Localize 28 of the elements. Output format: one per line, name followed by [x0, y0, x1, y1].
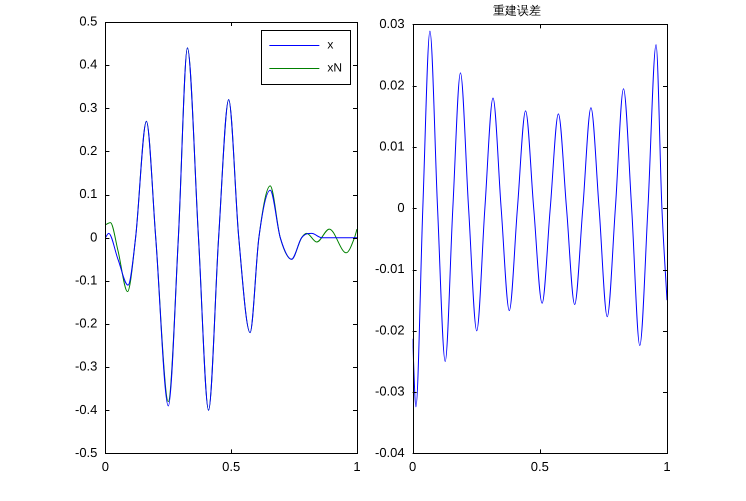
y-tick-label: -0.3 — [74, 358, 98, 374]
y-tick-label: 0.5 — [79, 14, 98, 29]
y-tick-label: 0.4 — [79, 56, 98, 72]
y-tick-label: -0.01 — [374, 261, 405, 276]
y-tick-label: -0.02 — [374, 322, 405, 338]
y-tick-label: -0.5 — [74, 444, 98, 460]
y-tick-label: 0 — [397, 200, 405, 215]
legend-label: xN — [327, 60, 342, 74]
legend-label: x — [327, 37, 334, 52]
y-tick-label: 0.2 — [79, 143, 98, 158]
y-tick-label: 0.3 — [79, 100, 98, 115]
y-tick-label: 0.01 — [379, 138, 405, 154]
y-tick-label: 0.02 — [379, 77, 405, 92]
y-tick-label: -0.4 — [74, 402, 98, 417]
chart-title: 重建误差 — [493, 4, 541, 18]
y-tick-label: -0.03 — [374, 384, 405, 399]
y-tick-label: -0.2 — [74, 316, 98, 331]
y-tick-label: -0.04 — [374, 444, 405, 460]
x-tick-label: 0 — [409, 458, 416, 474]
y-tick-label: 0.03 — [379, 16, 405, 31]
x-tick-label: 0.5 — [530, 458, 549, 474]
x-tick-label: 1 — [663, 458, 671, 474]
y-tick-label: -0.1 — [74, 272, 98, 288]
x-tick-label: 0 — [102, 458, 110, 474]
x-tick-label: 0.5 — [222, 458, 240, 474]
y-tick-label: 0.1 — [79, 186, 98, 202]
x-tick-label: 1 — [353, 458, 361, 474]
y-tick-label: 0 — [90, 229, 98, 244]
